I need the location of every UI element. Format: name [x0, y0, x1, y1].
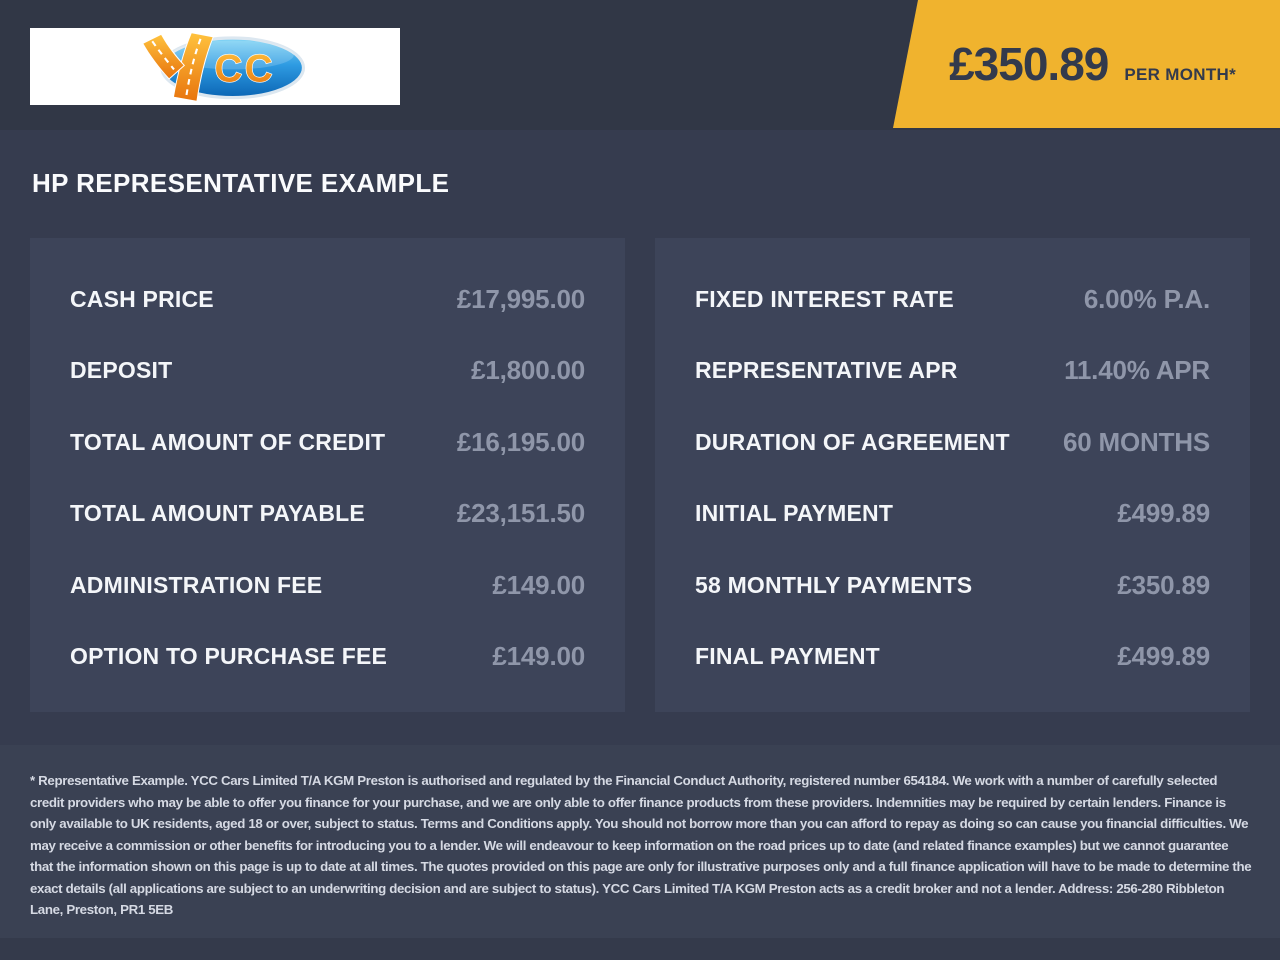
finance-row-interest-rate: FIXED INTEREST RATE 6.00% P.A. — [695, 284, 1210, 315]
header-band: CC £350.89 PER MONTH* — [0, 0, 1280, 130]
finance-value: £499.89 — [1117, 640, 1210, 671]
finance-value: 11.40% APR — [1064, 355, 1210, 386]
finance-row-apr: REPRESENTATIVE APR 11.40% APR — [695, 355, 1210, 386]
finance-row-deposit: DEPOSIT £1,800.00 — [70, 355, 585, 386]
finance-value: £1,800.00 — [471, 355, 585, 386]
finance-label: DEPOSIT — [70, 357, 173, 384]
finance-value: £17,995.00 — [456, 284, 585, 314]
finance-label: FINAL PAYMENT — [695, 642, 880, 669]
finance-value: 6.00% P.A. — [1083, 284, 1210, 314]
finance-row-admin-fee: ADMINISTRATION FEE £149.00 — [70, 570, 585, 601]
ycc-logo-icon: CC — [142, 31, 306, 102]
finance-row-monthly-payments: 58 MONTHLY PAYMENTS £350.89 — [695, 570, 1210, 601]
finance-label: FIXED INTEREST RATE — [695, 286, 954, 312]
monthly-price-banner: £350.89 PER MONTH* — [893, 0, 1280, 128]
finance-value: £16,195.00 — [456, 426, 585, 457]
finance-panel-right: FIXED INTEREST RATE 6.00% P.A. REPRESENT… — [655, 238, 1250, 712]
finance-label: TOTAL AMOUNT OF CREDIT — [70, 428, 386, 455]
monthly-price-amount: £350.89 — [949, 38, 1109, 90]
finance-row-initial-payment: INITIAL PAYMENT £499.89 — [695, 498, 1210, 529]
finance-panel-left: CASH PRICE £17,995.00 DEPOSIT £1,800.00 … — [30, 238, 625, 712]
finance-label: REPRESENTATIVE APR — [695, 357, 958, 384]
finance-label: TOTAL AMOUNT PAYABLE — [70, 500, 365, 527]
finance-value: £350.89 — [1117, 569, 1210, 600]
page-title: HP REPRESENTATIVE EXAMPLE — [32, 168, 450, 198]
finance-label: OPTION TO PURCHASE FEE — [70, 642, 388, 669]
finance-value: £23,151.50 — [456, 498, 585, 529]
finance-label: CASH PRICE — [70, 286, 214, 312]
svg-text:CC: CC — [214, 47, 275, 90]
bottom-strip — [0, 938, 1280, 960]
disclaimer-band: * Representative Example. YCC Cars Limit… — [0, 745, 1280, 960]
monthly-price-period: PER MONTH* — [1124, 65, 1236, 84]
finance-row-cash-price: CASH PRICE £17,995.00 — [70, 284, 585, 315]
disclaimer-text: * Representative Example. YCC Cars Limit… — [30, 773, 1252, 917]
finance-row-option-fee: OPTION TO PURCHASE FEE £149.00 — [70, 641, 585, 672]
finance-label: DURATION OF AGREEMENT — [695, 428, 1010, 455]
finance-label: INITIAL PAYMENT — [695, 500, 894, 527]
finance-value: £499.89 — [1117, 498, 1210, 529]
finance-value: £149.00 — [492, 640, 585, 671]
ycc-logo: CC — [30, 28, 400, 105]
finance-label: ADMINISTRATION FEE — [70, 571, 323, 598]
finance-row-total-credit: TOTAL AMOUNT OF CREDIT £16,195.00 — [70, 427, 585, 458]
finance-value: £149.00 — [492, 569, 585, 600]
finance-row-final-payment: FINAL PAYMENT £499.89 — [695, 641, 1210, 672]
finance-label: 58 MONTHLY PAYMENTS — [695, 571, 973, 598]
finance-row-duration: DURATION OF AGREEMENT 60 MONTHS — [695, 427, 1210, 458]
finance-value: 60 MONTHS — [1062, 426, 1210, 457]
finance-row-total-payable: TOTAL AMOUNT PAYABLE £23,151.50 — [70, 498, 585, 529]
